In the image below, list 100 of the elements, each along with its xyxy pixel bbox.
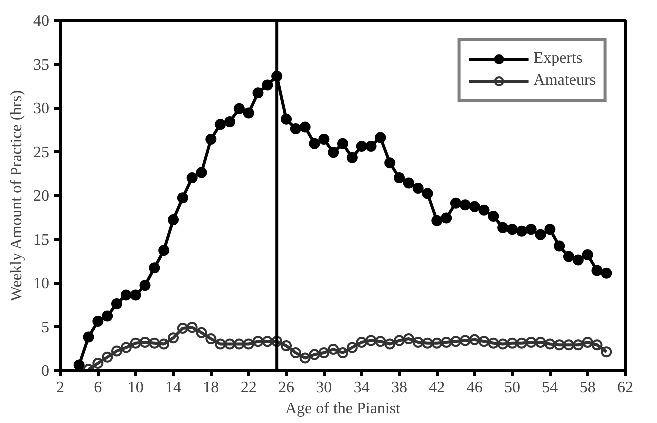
point	[488, 338, 500, 349]
x-tick-label: 54	[542, 380, 558, 396]
point	[478, 336, 490, 348]
y-tick-label: 0	[42, 363, 50, 380]
point	[215, 119, 226, 130]
point	[112, 346, 122, 357]
point	[338, 138, 348, 150]
point	[403, 334, 414, 344]
point	[535, 337, 546, 348]
point	[564, 251, 574, 262]
point	[92, 316, 104, 327]
point	[224, 116, 236, 128]
x-tick-label: 62	[618, 380, 634, 396]
point	[422, 338, 434, 349]
point	[516, 338, 528, 349]
point	[262, 80, 274, 91]
point	[290, 348, 302, 358]
point	[469, 334, 480, 346]
point	[375, 336, 386, 348]
point	[196, 327, 208, 338]
point	[554, 240, 566, 252]
point	[168, 332, 179, 344]
point	[300, 122, 311, 133]
point	[460, 335, 471, 346]
point	[281, 114, 292, 125]
point	[478, 204, 490, 216]
y-tick-label: 10	[34, 276, 50, 292]
point	[186, 172, 198, 184]
point	[243, 338, 254, 350]
point	[412, 183, 424, 194]
x-axis-title: Age of the Pianist	[285, 400, 402, 418]
point	[356, 141, 368, 152]
x-tick-label: 30	[316, 380, 332, 396]
point	[356, 337, 368, 348]
point	[507, 338, 518, 349]
point	[234, 103, 245, 114]
point	[243, 108, 254, 119]
y-tick-label: 20	[34, 188, 50, 205]
point	[309, 349, 320, 360]
point	[592, 265, 603, 276]
point	[544, 224, 556, 236]
point	[432, 338, 443, 349]
point	[234, 338, 245, 350]
point	[422, 188, 434, 200]
point	[272, 336, 283, 348]
point	[140, 280, 151, 292]
point	[366, 335, 377, 346]
y-tick-label: 15	[34, 232, 50, 249]
x-tick-label: 50	[504, 380, 520, 396]
point	[572, 254, 584, 266]
point	[582, 250, 594, 260]
point	[564, 340, 574, 351]
point	[450, 198, 462, 209]
point	[224, 338, 236, 350]
point	[592, 340, 603, 351]
point	[149, 338, 160, 349]
point	[526, 337, 537, 348]
point	[516, 226, 528, 237]
point	[140, 337, 151, 348]
point	[366, 141, 377, 152]
point	[102, 352, 114, 363]
x-tick-label: 42	[429, 380, 446, 396]
x-tick-label: 58	[580, 380, 596, 396]
point	[158, 245, 170, 256]
point	[535, 229, 546, 240]
point	[346, 152, 358, 164]
point	[384, 158, 396, 169]
point	[450, 336, 462, 348]
point	[582, 337, 594, 348]
x-tick-label: 18	[203, 380, 220, 396]
point	[186, 322, 198, 334]
point	[130, 290, 142, 301]
point	[252, 88, 264, 99]
point	[432, 215, 443, 226]
y-tick-label: 30	[34, 100, 50, 118]
point	[338, 348, 348, 358]
y-tick-label: 5	[42, 319, 50, 336]
point	[112, 298, 122, 310]
point	[177, 192, 188, 204]
point	[394, 335, 405, 346]
point	[394, 172, 405, 184]
legend-label: Experts	[534, 50, 583, 68]
point	[328, 344, 340, 355]
point	[158, 338, 170, 350]
point	[206, 134, 217, 145]
point	[488, 211, 500, 222]
point	[318, 134, 330, 145]
point	[601, 268, 612, 279]
point	[498, 338, 509, 350]
point	[384, 338, 396, 350]
point	[168, 214, 179, 226]
point	[92, 358, 104, 369]
point	[318, 348, 330, 358]
point	[375, 132, 386, 144]
point	[281, 340, 292, 352]
x-tick-label: 34	[354, 380, 370, 396]
point	[290, 124, 302, 134]
point	[309, 138, 320, 150]
point	[74, 360, 85, 370]
point	[120, 290, 132, 301]
